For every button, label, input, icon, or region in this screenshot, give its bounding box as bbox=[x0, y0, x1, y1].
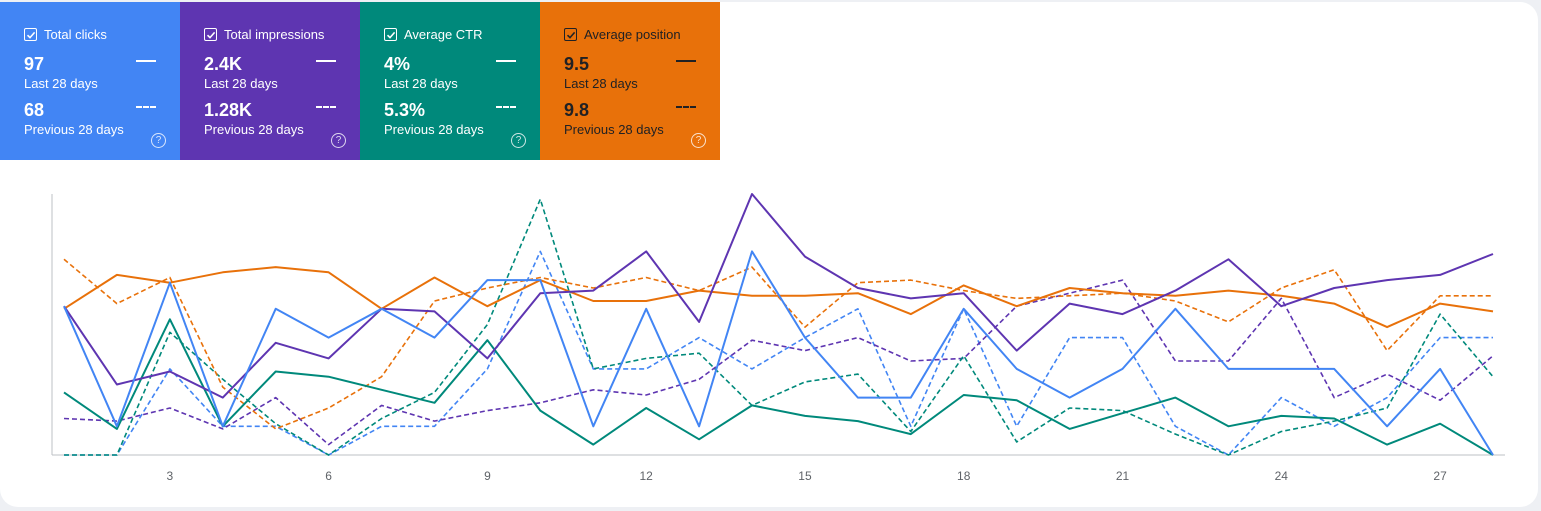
tile-header: Average position bbox=[564, 27, 681, 42]
chart-series bbox=[63, 193, 1494, 456]
help-circle-icon[interactable]: ? bbox=[511, 133, 526, 148]
previous-period: Previous 28 days bbox=[204, 122, 304, 137]
previous-period: Previous 28 days bbox=[24, 122, 124, 137]
dashed-line-legend-icon bbox=[496, 106, 516, 108]
x-axis-ticks: 3 6 9 12 15 18 21 24 27 bbox=[167, 469, 1448, 483]
checkbox-checked-icon[interactable] bbox=[24, 28, 37, 41]
current-value: 4% bbox=[384, 54, 411, 74]
dashed-line-legend-icon bbox=[316, 106, 336, 108]
x-tick-label: 9 bbox=[484, 469, 491, 483]
solid-line-legend-icon bbox=[496, 60, 516, 62]
previous-value: 68 bbox=[24, 100, 45, 120]
x-tick-label: 3 bbox=[167, 469, 174, 483]
series-ctr-previous bbox=[64, 198, 1494, 456]
solid-line-legend-icon bbox=[136, 60, 156, 62]
metric-label: Average position bbox=[584, 27, 681, 42]
solid-line-legend-icon bbox=[316, 60, 336, 62]
current-value: 2.4K bbox=[204, 54, 243, 74]
metric-tile-clicks[interactable]: Total clicks 97 Last 28 days 68 Previous… bbox=[0, 2, 180, 160]
x-tick-label: 24 bbox=[1275, 469, 1289, 483]
previous-value: 1.28K bbox=[204, 100, 253, 120]
x-tick-label: 27 bbox=[1433, 469, 1447, 483]
current-value: 97 bbox=[24, 54, 45, 74]
metric-tiles: Total clicks 97 Last 28 days 68 Previous… bbox=[0, 2, 720, 160]
series-ctr-current bbox=[63, 318, 1494, 456]
current-period: Last 28 days bbox=[24, 76, 98, 91]
current-period: Last 28 days bbox=[384, 76, 458, 91]
x-tick-label: 18 bbox=[957, 469, 971, 483]
help-circle-icon[interactable]: ? bbox=[691, 133, 706, 148]
dashed-line-legend-icon bbox=[136, 106, 156, 108]
checkbox-checked-icon[interactable] bbox=[204, 28, 217, 41]
series-impressions-current bbox=[63, 193, 1494, 399]
tile-header: Total impressions bbox=[204, 27, 324, 42]
help-circle-icon[interactable]: ? bbox=[151, 133, 166, 148]
previous-value: 9.8 bbox=[564, 100, 590, 120]
current-period: Last 28 days bbox=[564, 76, 638, 91]
metric-tile-ctr[interactable]: Average CTR 4% Last 28 days 5.3% Previou… bbox=[360, 2, 540, 160]
x-tick-label: 6 bbox=[325, 469, 332, 483]
previous-period: Previous 28 days bbox=[384, 122, 484, 137]
series-clicks-current bbox=[63, 250, 1494, 456]
metric-label: Total clicks bbox=[44, 27, 107, 42]
dashed-line-legend-icon bbox=[676, 106, 696, 108]
current-value: 9.5 bbox=[564, 54, 590, 74]
series-position-previous bbox=[63, 258, 1493, 430]
solid-line-legend-icon bbox=[676, 60, 696, 62]
metric-tile-position[interactable]: Average position 9.5 Last 28 days 9.8 Pr… bbox=[540, 2, 720, 160]
checkbox-checked-icon[interactable] bbox=[564, 28, 577, 41]
help-circle-icon[interactable]: ? bbox=[331, 133, 346, 148]
x-tick-label: 12 bbox=[640, 469, 654, 483]
metric-label: Average CTR bbox=[404, 27, 483, 42]
x-tick-label: 21 bbox=[1116, 469, 1130, 483]
current-period: Last 28 days bbox=[204, 76, 278, 91]
tile-header: Average CTR bbox=[384, 27, 483, 42]
series-clicks-previous bbox=[64, 250, 1493, 456]
x-tick-label: 15 bbox=[798, 469, 812, 483]
metric-tile-impressions[interactable]: Total impressions 2.4K Last 28 days 1.28… bbox=[180, 2, 360, 160]
tile-header: Total clicks bbox=[24, 27, 107, 42]
previous-value: 5.3% bbox=[384, 100, 426, 120]
series-impressions-previous bbox=[63, 279, 1494, 446]
previous-period: Previous 28 days bbox=[564, 122, 664, 137]
checkbox-checked-icon[interactable] bbox=[384, 28, 397, 41]
metric-label: Total impressions bbox=[224, 27, 325, 42]
chart-axes bbox=[51, 194, 1505, 456]
